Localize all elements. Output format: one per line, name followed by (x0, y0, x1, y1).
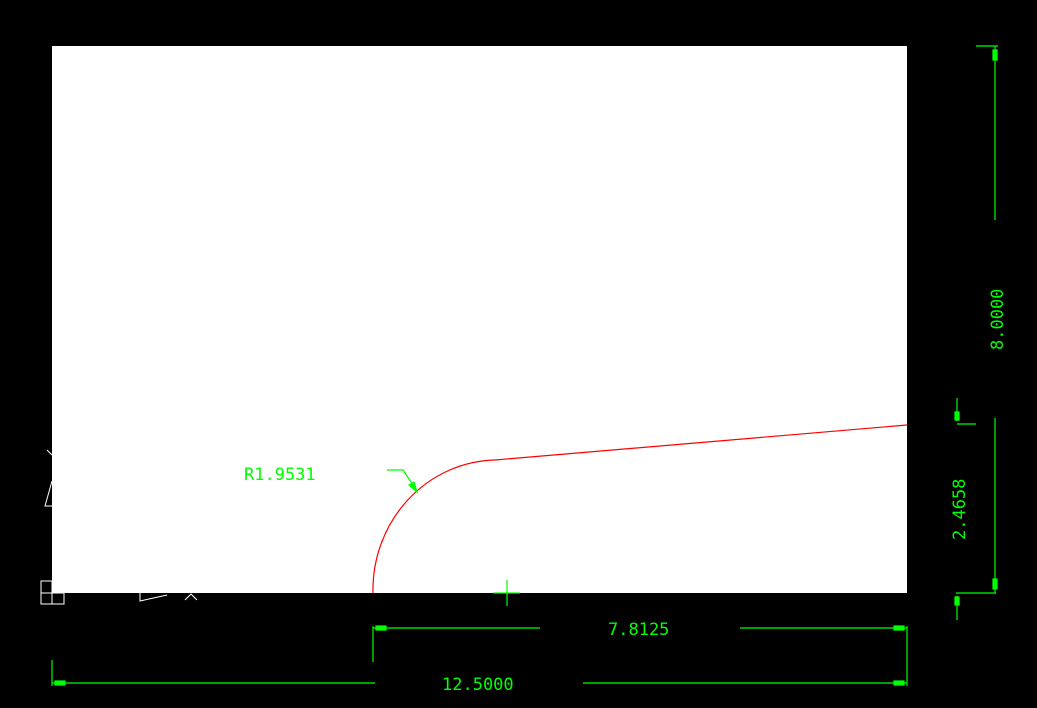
radius-label: R1.9531 (244, 465, 316, 485)
sloped-edge (494, 424, 908, 461)
radius-leader (387, 469, 419, 494)
overall-height-label: 8.0000 (988, 289, 1008, 350)
right-height-dimension (954, 418, 998, 620)
overall-width-label: 12.5000 (442, 675, 514, 695)
partial-width-dimension (372, 625, 908, 686)
overall-width-dimension (51, 660, 907, 686)
crosshair-icon (493, 580, 520, 606)
partial-width-label: 7.8125 (608, 620, 669, 640)
sheet-area (52, 46, 907, 593)
overall-height-dimension (954, 45, 998, 425)
profile-curve[interactable] (372, 424, 908, 594)
right-height-label: 2.4658 (950, 479, 970, 540)
ucs-icon (40, 449, 198, 605)
fillet-arc (372, 459, 496, 594)
